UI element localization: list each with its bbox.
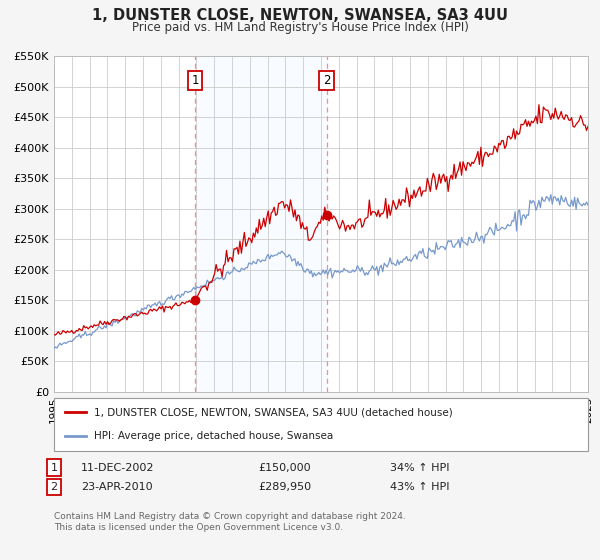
FancyBboxPatch shape bbox=[54, 398, 588, 451]
Text: 1: 1 bbox=[191, 74, 199, 87]
Text: Contains HM Land Registry data © Crown copyright and database right 2024.
This d: Contains HM Land Registry data © Crown c… bbox=[54, 512, 406, 532]
Text: Price paid vs. HM Land Registry's House Price Index (HPI): Price paid vs. HM Land Registry's House … bbox=[131, 21, 469, 34]
Text: £150,000: £150,000 bbox=[258, 463, 311, 473]
Bar bbox=[196, 56, 326, 392]
Text: 2: 2 bbox=[323, 74, 330, 87]
Text: 43% ↑ HPI: 43% ↑ HPI bbox=[390, 482, 449, 492]
Text: 1, DUNSTER CLOSE, NEWTON, SWANSEA, SA3 4UU: 1, DUNSTER CLOSE, NEWTON, SWANSEA, SA3 4… bbox=[92, 8, 508, 24]
Text: 2: 2 bbox=[50, 482, 58, 492]
Text: 11-DEC-2002: 11-DEC-2002 bbox=[81, 463, 155, 473]
Text: 23-APR-2010: 23-APR-2010 bbox=[81, 482, 152, 492]
Text: 1, DUNSTER CLOSE, NEWTON, SWANSEA, SA3 4UU (detached house): 1, DUNSTER CLOSE, NEWTON, SWANSEA, SA3 4… bbox=[94, 408, 453, 418]
Text: £289,950: £289,950 bbox=[258, 482, 311, 492]
Text: 34% ↑ HPI: 34% ↑ HPI bbox=[390, 463, 449, 473]
Text: HPI: Average price, detached house, Swansea: HPI: Average price, detached house, Swan… bbox=[94, 431, 334, 441]
Text: 1: 1 bbox=[50, 463, 58, 473]
